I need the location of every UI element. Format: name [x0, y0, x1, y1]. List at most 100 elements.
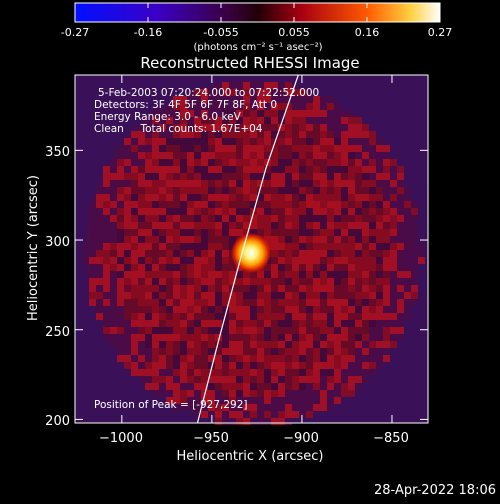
- emission-pixel: [334, 159, 341, 166]
- emission-pixel: [229, 131, 236, 138]
- emission-pixel: [383, 229, 390, 236]
- emission-pixel: [404, 278, 411, 285]
- emission-pixel: [166, 110, 173, 117]
- emission-pixel: [243, 124, 250, 131]
- emission-pixel: [243, 306, 250, 313]
- emission-pixel: [348, 145, 355, 152]
- emission-pixel: [138, 243, 145, 250]
- emission-pixel: [418, 243, 425, 250]
- emission-pixel: [201, 285, 208, 292]
- emission-pixel: [299, 180, 306, 187]
- emission-pixel: [306, 243, 313, 250]
- emission-pixel: [215, 201, 222, 208]
- emission-pixel: [383, 348, 390, 355]
- emission-pixel: [278, 306, 285, 313]
- emission-pixel: [355, 201, 362, 208]
- emission-pixel: [257, 376, 264, 383]
- emission-pixel: [194, 355, 201, 362]
- emission-pixel: [180, 159, 187, 166]
- emission-pixel: [271, 152, 278, 159]
- emission-pixel: [110, 341, 117, 348]
- emission-pixel: [159, 355, 166, 362]
- emission-pixel: [292, 264, 299, 271]
- emission-pixel: [138, 201, 145, 208]
- emission-pixel: [131, 152, 138, 159]
- emission-pixel: [180, 278, 187, 285]
- emission-pixel: [131, 159, 138, 166]
- emission-pixel: [285, 278, 292, 285]
- emission-pixel: [173, 327, 180, 334]
- emission-pixel: [250, 89, 257, 96]
- emission-pixel: [404, 271, 411, 278]
- emission-pixel: [96, 306, 103, 313]
- emission-pixel: [173, 236, 180, 243]
- emission-pixel: [306, 306, 313, 313]
- emission-pixel: [257, 278, 264, 285]
- emission-pixel: [320, 96, 327, 103]
- emission-pixel: [292, 103, 299, 110]
- emission-pixel: [306, 215, 313, 222]
- emission-pixel: [201, 194, 208, 201]
- footer-timestamp: 28-Apr-2022 18:06: [374, 483, 496, 498]
- emission-pixel: [187, 278, 194, 285]
- emission-pixel: [257, 383, 264, 390]
- emission-pixel: [341, 264, 348, 271]
- emission-pixel: [320, 201, 327, 208]
- emission-pixel: [131, 166, 138, 173]
- emission-pixel: [222, 348, 229, 355]
- emission-pixel: [152, 271, 159, 278]
- emission-pixel: [376, 285, 383, 292]
- emission-pixel: [145, 201, 152, 208]
- emission-pixel: [257, 285, 264, 292]
- emission-pixel: [229, 390, 236, 397]
- emission-pixel: [348, 376, 355, 383]
- emission-pixel: [243, 404, 250, 411]
- emission-pixel: [306, 124, 313, 131]
- emission-pixel: [117, 180, 124, 187]
- emission-pixel: [299, 138, 306, 145]
- emission-pixel: [362, 264, 369, 271]
- emission-pixel: [341, 222, 348, 229]
- emission-pixel: [152, 278, 159, 285]
- emission-pixel: [327, 110, 334, 117]
- emission-pixel: [208, 313, 215, 320]
- emission-pixel: [243, 103, 250, 110]
- emission-pixel: [117, 194, 124, 201]
- emission-pixel: [306, 236, 313, 243]
- emission-pixel: [257, 222, 264, 229]
- emission-pixel: [96, 278, 103, 285]
- emission-pixel: [180, 362, 187, 369]
- emission-pixel: [236, 313, 243, 320]
- emission-pixel: [369, 166, 376, 173]
- emission-pixel: [369, 138, 376, 145]
- emission-pixel: [390, 187, 397, 194]
- emission-pixel: [229, 404, 236, 411]
- colorbar-tick-label: 0.27: [428, 26, 453, 39]
- emission-pixel: [131, 285, 138, 292]
- emission-pixel: [229, 222, 236, 229]
- emission-pixel: [376, 250, 383, 257]
- emission-pixel: [89, 229, 96, 236]
- emission-pixel: [180, 390, 187, 397]
- y-tick-label: 200: [45, 414, 70, 429]
- emission-pixel: [215, 264, 222, 271]
- emission-pixel: [138, 124, 145, 131]
- emission-pixel: [362, 250, 369, 257]
- emission-pixel: [166, 173, 173, 180]
- emission-pixel: [292, 152, 299, 159]
- emission-pixel: [131, 292, 138, 299]
- emission-pixel: [278, 418, 285, 425]
- emission-pixel: [229, 180, 236, 187]
- emission-pixel: [376, 355, 383, 362]
- emission-pixel: [334, 243, 341, 250]
- emission-pixel: [341, 278, 348, 285]
- emission-pixel: [411, 229, 418, 236]
- emission-pixel: [243, 166, 250, 173]
- emission-pixel: [299, 145, 306, 152]
- emission-pixel: [313, 124, 320, 131]
- emission-pixel: [271, 320, 278, 327]
- emission-pixel: [173, 131, 180, 138]
- emission-pixel: [355, 131, 362, 138]
- emission-pixel: [320, 229, 327, 236]
- emission-pixel: [208, 383, 215, 390]
